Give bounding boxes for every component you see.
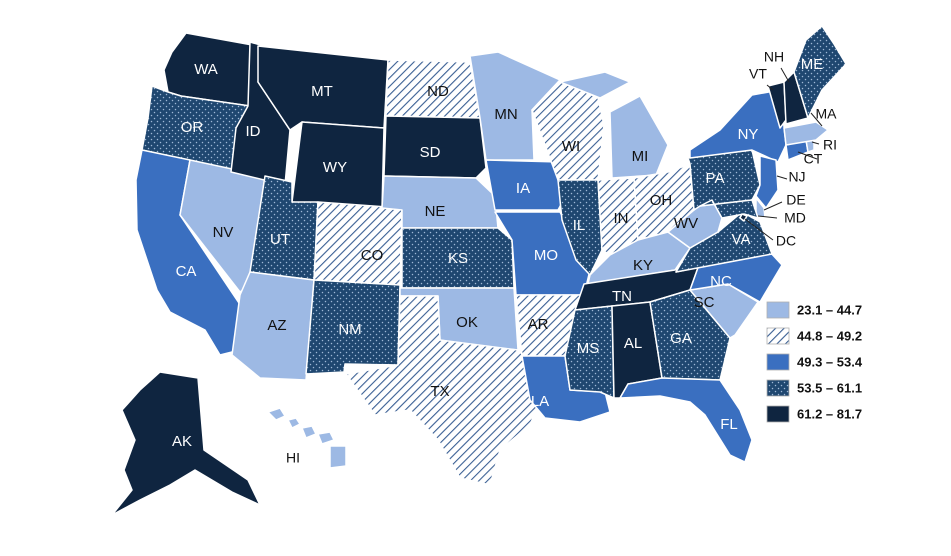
state-label-ct: CT (804, 151, 823, 167)
state-label-ak: AK (172, 433, 192, 450)
state-label-va: VA (732, 231, 751, 248)
legend-swatch-c4 (766, 379, 790, 397)
state-ma-shape (783, 121, 829, 146)
state-label-md: MD (784, 210, 806, 226)
state-label-al: AL (624, 335, 642, 352)
state-label-ks: KS (448, 250, 468, 267)
state-label-la: LA (531, 393, 549, 410)
state-label-nc: NC (710, 273, 732, 290)
legend-label-c2: 44.8 – 49.2 (797, 329, 862, 344)
state-label-wv: WV (674, 215, 698, 232)
leader-line-ri (811, 141, 820, 145)
legend: 23.1 – 44.7 44.8 – 49.2 49.3 – 53.4 53.5 – … (766, 301, 863, 423)
state-label-tn: TN (612, 288, 632, 305)
leader-line-nh (780, 67, 790, 83)
state-label-fl: FL (720, 416, 738, 433)
leader-line-de (763, 201, 783, 211)
leader-line-vt (766, 84, 774, 91)
state-label-wa: WA (194, 61, 218, 78)
state-label-ia: IA (516, 180, 530, 197)
state-label-or: OR (181, 119, 204, 136)
state-label-wi: WI (562, 138, 580, 155)
state-me-shape (793, 25, 847, 119)
state-label-nd: ND (427, 83, 449, 100)
leader-line-md (757, 215, 778, 219)
legend-swatch-c3 (766, 353, 790, 371)
state-label-mn: MN (494, 106, 517, 123)
state-label-ms: MS (577, 340, 600, 357)
legend-label-c3: 49.3 – 53.4 (797, 355, 863, 370)
state-nm-shape (305, 279, 401, 375)
state-label-ut: UT (270, 231, 290, 248)
state-label-dc: DC (776, 233, 796, 249)
state-fl-shape (619, 377, 753, 463)
states-layer (111, 25, 847, 516)
state-label-ok: OK (456, 314, 478, 331)
state-label-de: DE (786, 192, 805, 208)
state-label-in: IN (614, 210, 629, 227)
state-label-wy: WY (323, 159, 347, 176)
legend-swatch-c5 (766, 405, 790, 423)
state-label-ne: NE (425, 203, 446, 220)
leader-line-ct (797, 151, 818, 160)
state-label-vt: VT (749, 66, 767, 82)
state-nj-shape (755, 155, 779, 209)
state-label-sd: SD (420, 144, 441, 161)
state-label-ky: KY (633, 257, 653, 274)
state-label-ga: GA (670, 330, 692, 347)
state-label-az: AZ (267, 317, 286, 334)
state-label-mt: MT (311, 83, 333, 100)
state-label-sc: SC (694, 294, 715, 311)
legend-label-c1: 23.1 – 44.7 (797, 303, 862, 318)
state-label-ny: NY (738, 126, 759, 143)
state-hi-shape (267, 407, 347, 469)
state-label-nm: NM (338, 321, 361, 338)
state-sd-shape (383, 115, 487, 179)
state-label-id: ID (246, 123, 261, 140)
state-mn-shape (469, 51, 561, 161)
state-label-mo: MO (534, 247, 558, 264)
leader-line-dc (744, 218, 774, 241)
state-label-ca: CA (176, 263, 197, 280)
state-co-shape (313, 201, 403, 286)
state-label-co: CO (361, 247, 384, 264)
state-label-hi: HI (286, 450, 300, 466)
state-label-me: ME (801, 56, 824, 73)
legend-swatch-c2 (766, 327, 790, 345)
state-label-nv: NV (213, 224, 234, 241)
state-ga-shape (649, 289, 731, 381)
state-label-mi: MI (632, 148, 649, 165)
leader-line-ma (810, 112, 823, 127)
state-label-ar: AR (528, 316, 549, 333)
state-label-oh: OH (650, 192, 673, 209)
state-mi-shape (559, 71, 669, 179)
state-label-il: IL (573, 217, 586, 234)
state-label-ma: MA (816, 106, 838, 122)
state-ak-shape (111, 371, 261, 516)
legend-label-c5: 61.2 – 81.7 (797, 407, 862, 422)
leader-lines (744, 67, 823, 241)
state-dc-shape (739, 213, 748, 222)
legend-swatch-c1 (766, 301, 790, 319)
legend-label-c4: 53.5 – 61.1 (797, 381, 862, 396)
state-label-nj: NJ (788, 169, 805, 185)
state-label-tx: TX (430, 383, 449, 400)
state-label-pa: PA (706, 170, 725, 187)
state-labels-layer: WA OR CA NV ID MT WY UT AZ CO NM ND SD NE KS OK TX MN IA MO… (172, 49, 837, 466)
state-tx-shape (345, 295, 541, 486)
leader-line-nj (776, 175, 788, 180)
state-label-nh: NH (764, 49, 784, 65)
state-label-ri: RI (823, 137, 837, 153)
